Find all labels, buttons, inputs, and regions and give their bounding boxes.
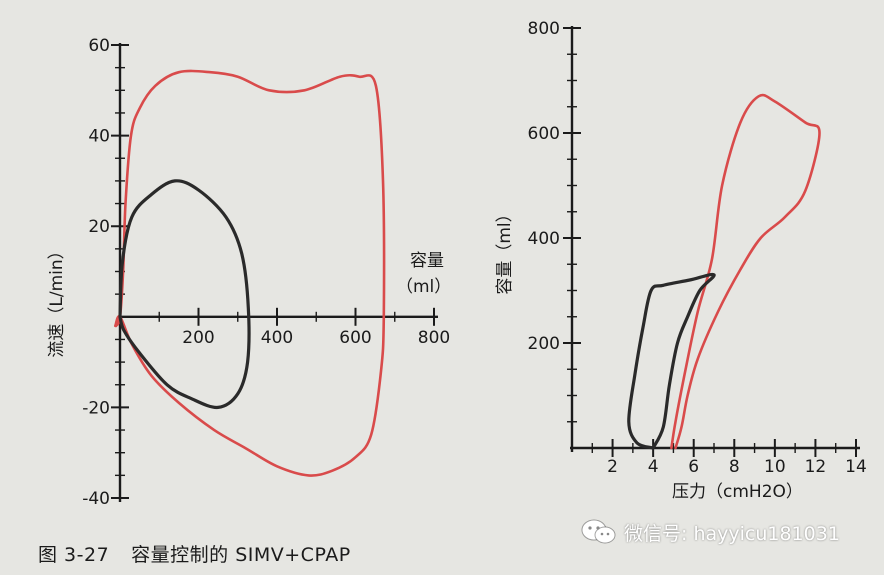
y-tick-label: -20 [82,398,110,418]
x-tick-label: 4 [648,457,659,477]
x-tick-label: 800 [418,328,450,348]
pressure-volume-xlabel: 压力（cmH2O） [672,482,803,502]
watermark: 微信号: hayyicu181031 [580,518,840,546]
pressure-volume-ylabel: 容量（ml） [495,205,515,294]
x-tick-label: 6 [688,457,699,477]
y-tick-label: 40 [88,127,110,147]
x-tick-label: 8 [729,457,740,477]
watermark-text: 微信号: hayyicu181031 [624,522,840,545]
spontaneous-breath-loop [118,179,251,410]
pressure-volume-chart: 200 400 600 800 2 4 6 8 10 12 14 [528,19,867,477]
flow-volume-ylabel: 流速（L/min） [47,242,67,357]
y-tick-label: 600 [528,124,560,144]
figure-caption: 图 3-27 容量控制的 SIMV+CPAP [38,540,373,567]
mandatory-breath-loop [114,69,386,477]
wechat-icon [580,518,618,546]
x-tick-label: 2 [607,457,618,477]
y-tick-label: 200 [528,334,560,354]
y-tick-label: 800 [528,19,560,39]
x-tick-label: 200 [182,328,214,348]
mandatory-breath-loop [670,93,821,450]
spontaneous-breath-loop [627,272,716,450]
x-tick-label: 12 [805,457,827,477]
x-tick-label: 10 [764,457,786,477]
y-tick-label: -40 [82,489,110,509]
figure-number: 图 3-27 [38,544,110,566]
flow-volume-chart: 60 40 20 -20 -40 200 400 600 800 [82,36,450,509]
y-tick-label: 400 [528,229,560,249]
figure-title: 容量控制的 SIMV+CPAP [131,544,351,566]
y-tick-label: 20 [88,217,110,237]
x-tick-label: 400 [261,328,293,348]
x-tick-label: 14 [845,457,867,477]
y-tick-label: 60 [88,36,110,56]
flow-volume-xlabel: 容量 [410,251,444,271]
x-tick-label: 600 [339,328,371,348]
flow-volume-xlabel-unit: （ml） [396,277,451,297]
